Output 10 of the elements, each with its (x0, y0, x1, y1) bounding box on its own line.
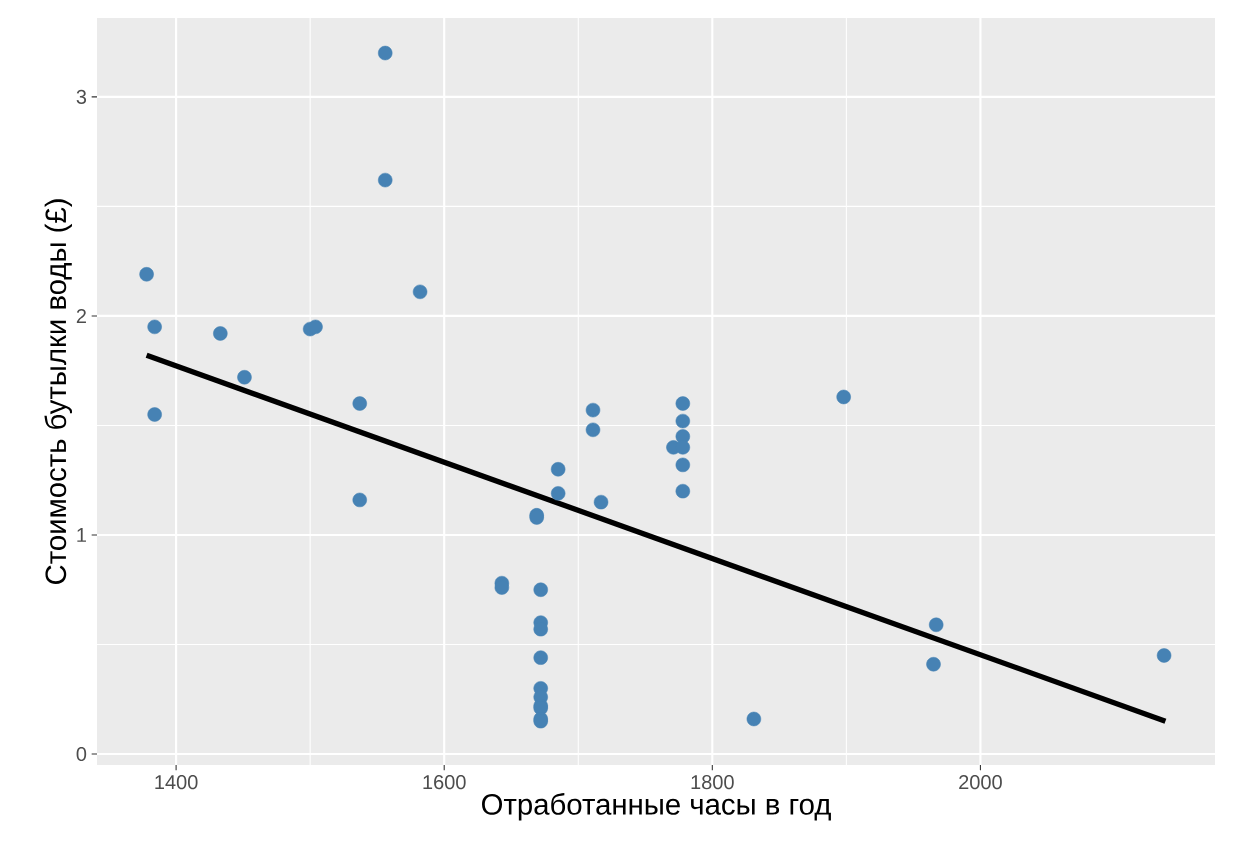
y-tick-label: 2 (76, 308, 86, 323)
x-tick-label: 2000 (959, 775, 1002, 790)
y-tick-label: 1 (77, 528, 86, 542)
x-axis-title: Отработанные часы в год (482, 793, 831, 821)
y-tick-label: 3 (76, 89, 87, 104)
y-axis-title: Стоимость бутылки воды (£) (44, 199, 73, 584)
x-tick-label: 1600 (423, 775, 466, 790)
y-tick-label: 0 (76, 746, 87, 762)
x-tick-label: 1400 (155, 775, 198, 790)
x-tick-label: 1800 (691, 775, 734, 790)
